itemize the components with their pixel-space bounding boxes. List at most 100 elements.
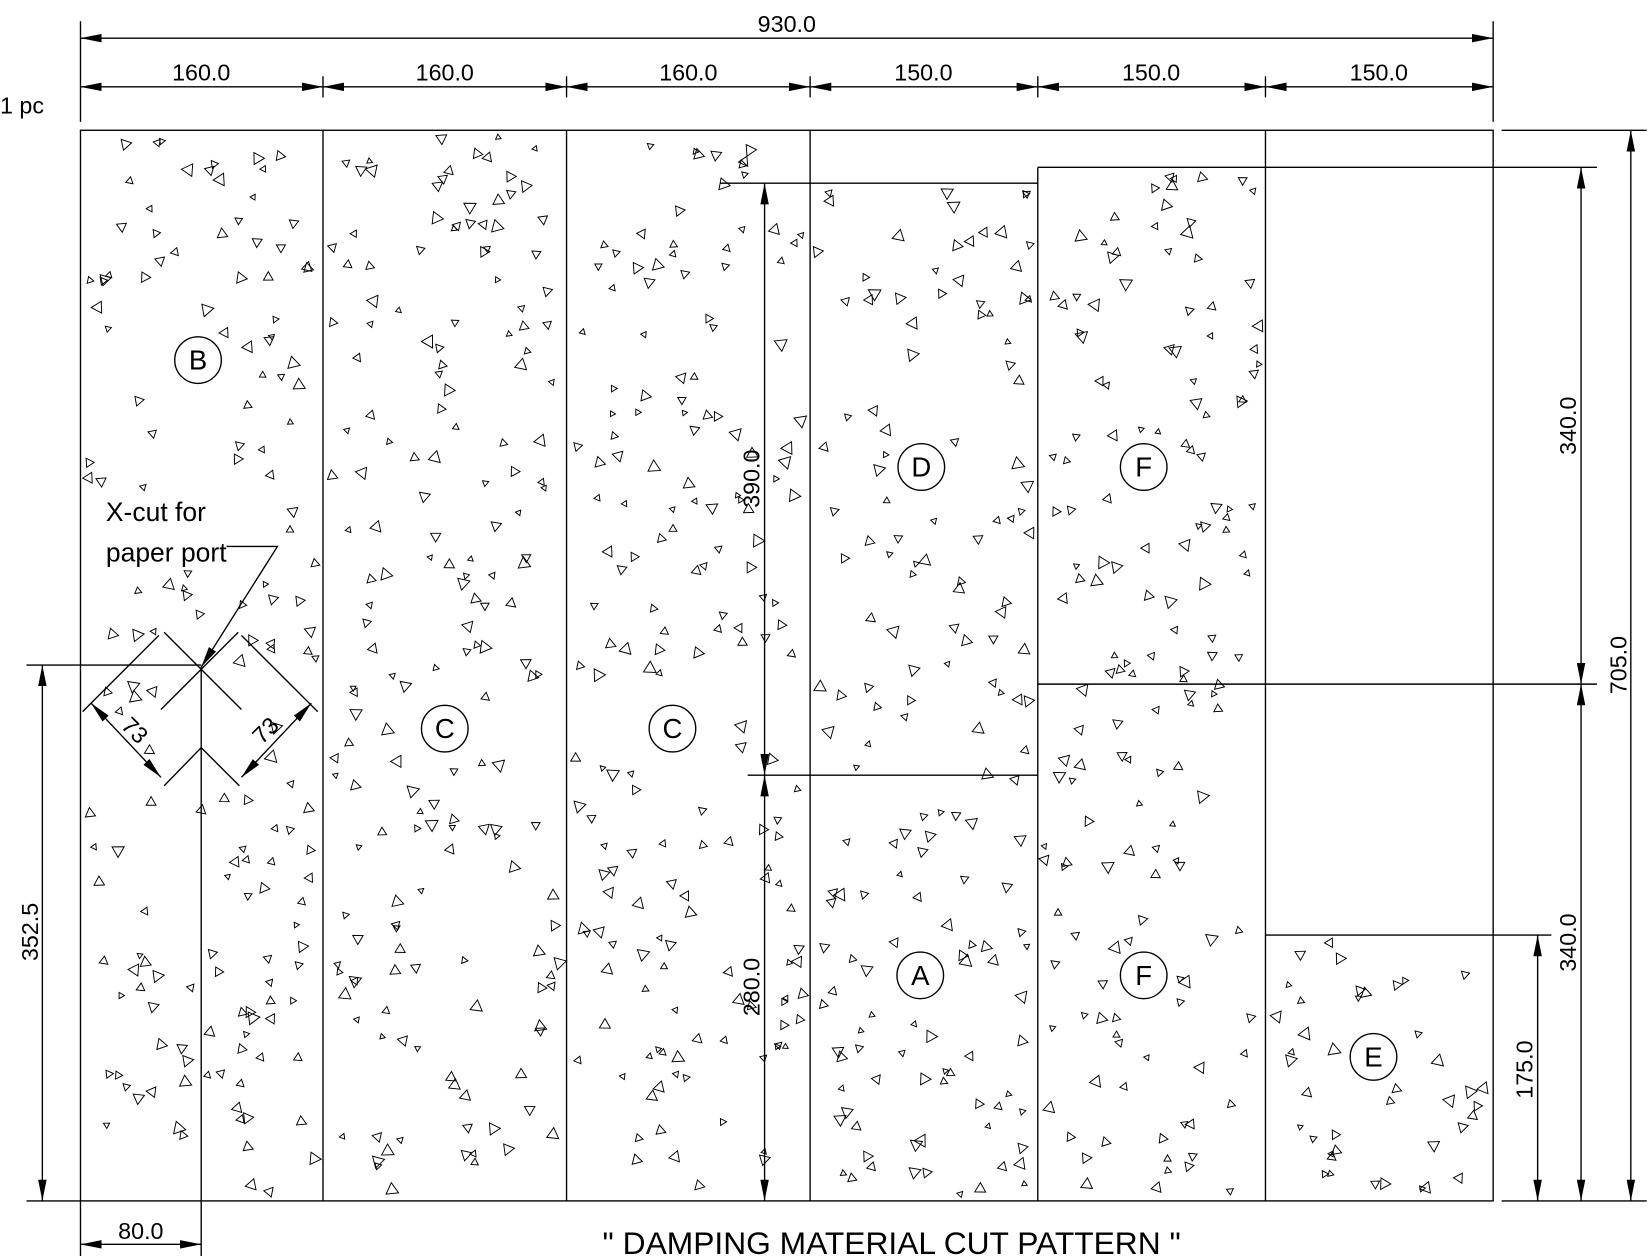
hatch-mark (1049, 290, 1061, 301)
hatch-mark (671, 1006, 679, 1015)
dimension-line (240, 702, 312, 778)
hatch-mark (470, 1157, 480, 1166)
hatch-mark (103, 686, 114, 697)
hatch-mark (790, 955, 803, 969)
hatch-mark (745, 446, 759, 458)
hatch-mark (793, 415, 808, 429)
hatch-mark (789, 238, 798, 248)
hatch-mark (1180, 438, 1191, 448)
hatch-mark (886, 551, 894, 559)
hatch-mark (179, 1129, 189, 1141)
hatch-mark (237, 1006, 249, 1017)
hatch-mark (980, 939, 994, 953)
dimension-label: 160.0 (416, 60, 474, 86)
hatch-mark (1104, 667, 1116, 680)
hatch-mark (276, 373, 286, 382)
hatch-mark (908, 664, 921, 678)
hatch-mark (678, 890, 690, 902)
hatch-mark (417, 887, 425, 895)
hatch-mark (302, 801, 316, 814)
hatch-mark (963, 1050, 974, 1062)
hatch-mark (773, 1041, 783, 1051)
hatch-mark (1183, 689, 1197, 702)
hatch-mark (1019, 291, 1033, 306)
hatch-mark (938, 288, 948, 300)
hatch-mark (414, 824, 422, 833)
hatch-mark (429, 532, 442, 543)
hatch-mark (1226, 1098, 1237, 1109)
hatch-mark (659, 626, 670, 635)
piece-marker (174, 336, 223, 385)
hatch-mark (1100, 238, 1108, 246)
hatch-mark (463, 202, 477, 215)
hatch-mark (689, 371, 699, 380)
hatch-mark (180, 583, 189, 592)
hatch-mark (195, 609, 206, 620)
hatch-mark (514, 1067, 528, 1079)
hatch-mark (793, 784, 802, 793)
hatch-mark (1168, 345, 1183, 359)
extension-line (163, 747, 202, 787)
hatch-mark (1123, 659, 1132, 668)
hatch-mark (665, 878, 677, 891)
hatch-mark (1165, 178, 1179, 191)
hatch-mark (832, 887, 846, 902)
hatch-mark (233, 453, 245, 466)
piece-label: C (663, 713, 683, 744)
piece-marker (897, 443, 946, 492)
hatch-mark (1115, 663, 1126, 674)
hatch-mark (942, 1068, 950, 1076)
hatch-mark (371, 1132, 383, 1144)
hatch-mark (573, 441, 584, 453)
hatch-mark (518, 320, 530, 331)
hatch-mark (296, 896, 307, 906)
hatch-mark (458, 1088, 472, 1101)
hatch-mark (1137, 914, 1149, 927)
hatch-mark (349, 685, 357, 693)
hatch-mark (265, 995, 276, 1005)
hatch-mark (494, 133, 502, 140)
hatch-mark (1189, 398, 1203, 411)
hatch-mark (1196, 790, 1211, 805)
hatch-mark (1177, 538, 1191, 553)
hatch-mark (1110, 651, 1119, 659)
hatch-mark (1066, 505, 1077, 516)
hatch-mark (1075, 683, 1089, 698)
hatch-mark (689, 425, 701, 437)
hatch-mark (394, 942, 406, 953)
hatch-mark (772, 598, 780, 608)
hatch-mark (102, 1122, 111, 1130)
hatch-mark (295, 595, 307, 608)
hatch-mark (710, 150, 723, 163)
hatch-mark (243, 892, 253, 902)
hatch-mark (444, 383, 457, 397)
hatch-mark (329, 752, 339, 764)
hatch-mark (443, 557, 456, 569)
hatch-mark (536, 477, 545, 487)
hatch-mark (1186, 217, 1197, 229)
hatch-mark (924, 830, 937, 844)
dimension-label: 352.5 (17, 903, 43, 961)
hatch-mark (85, 457, 96, 469)
hatch-mark (839, 1168, 848, 1177)
hatch-mark (1114, 1038, 1124, 1049)
hatch-mark (1430, 1053, 1445, 1067)
hatch-mark (984, 1122, 992, 1130)
hatch-mark (428, 799, 441, 811)
hatch-mark (448, 824, 457, 832)
hatch-mark (1074, 330, 1089, 345)
piece-marker (648, 704, 697, 753)
hatch-mark (1243, 569, 1251, 577)
hatch-mark (542, 286, 554, 298)
hatch-mark (863, 1150, 875, 1163)
hatch-mark (545, 969, 556, 980)
hatch-mark (1236, 395, 1249, 409)
piece-labels: B C C D A F F E (174, 336, 1398, 1081)
hatch-mark (351, 352, 362, 363)
hatch-mark (620, 499, 628, 508)
hatch-mark (447, 1077, 461, 1090)
hatch-mark (760, 634, 771, 644)
hatch-mark (1109, 211, 1121, 221)
piece-marker (1119, 443, 1168, 492)
